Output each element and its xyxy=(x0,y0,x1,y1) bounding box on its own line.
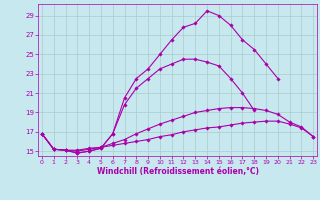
X-axis label: Windchill (Refroidissement éolien,°C): Windchill (Refroidissement éolien,°C) xyxy=(97,167,259,176)
